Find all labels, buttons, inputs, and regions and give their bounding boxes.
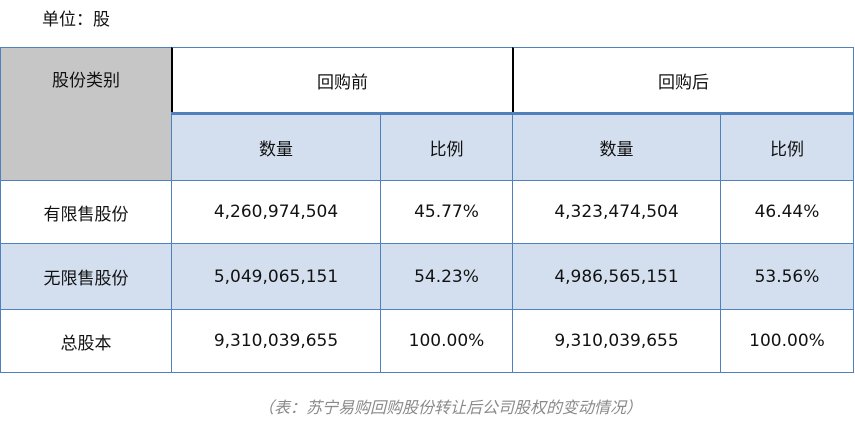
- before-qty: 9,310,039,655: [171, 309, 381, 373]
- row-label: 总股本: [0, 309, 172, 373]
- header-after: 回购后: [512, 47, 854, 113]
- after-ratio: 46.44%: [720, 180, 854, 244]
- header-before: 回购前: [171, 47, 513, 113]
- after-ratio: 53.56%: [720, 243, 854, 310]
- unit-label: 单位：股: [42, 10, 110, 30]
- after-qty: 4,323,474,504: [512, 180, 721, 244]
- table-caption: （表：苏宁易购回购股份转让后公司股权的变动情况）: [257, 398, 642, 417]
- header-after-ratio: 比例: [720, 112, 854, 181]
- header-after-qty: 数量: [512, 112, 721, 181]
- before-qty: 5,049,065,151: [171, 243, 381, 310]
- before-ratio: 100.00%: [380, 309, 513, 373]
- before-ratio: 45.77%: [380, 180, 513, 244]
- header-before-ratio: 比例: [380, 112, 513, 181]
- row-label: 无限售股份: [0, 243, 172, 310]
- after-qty: 9,310,039,655: [512, 309, 721, 373]
- before-ratio: 54.23%: [380, 243, 513, 310]
- after-qty: 4,986,565,151: [512, 243, 721, 310]
- after-ratio: 100.00%: [720, 309, 854, 373]
- header-category: 股份类别: [0, 47, 172, 181]
- before-qty: 4,260,974,504: [171, 180, 381, 244]
- row-label: 有限售股份: [0, 180, 172, 244]
- header-before-qty: 数量: [171, 112, 381, 181]
